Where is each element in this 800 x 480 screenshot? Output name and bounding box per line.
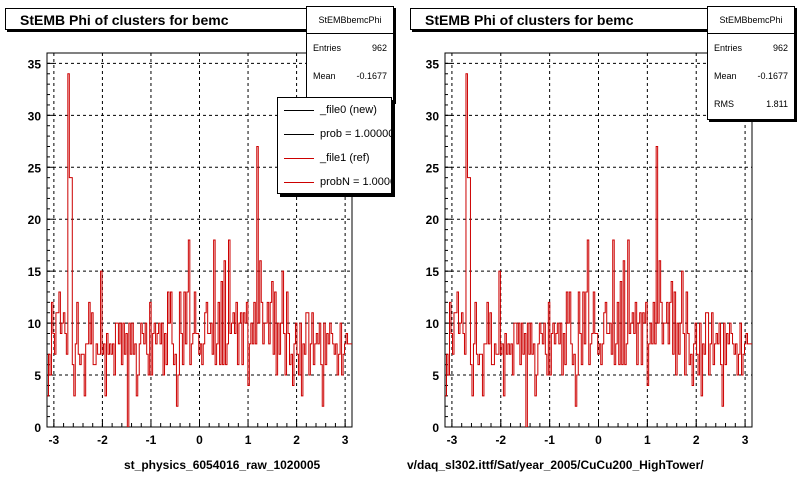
x-tick-label: 2 bbox=[693, 433, 700, 447]
right-stats-entries-value: 962 bbox=[772, 43, 788, 53]
y-tick-label: 5 bbox=[432, 369, 439, 383]
y-tick-label: 30 bbox=[28, 109, 42, 123]
legend-item-prob: prob = 1.000000 bbox=[278, 122, 391, 146]
x-tick-label: 2 bbox=[293, 433, 300, 447]
y-tick-label: 10 bbox=[28, 317, 42, 331]
legend-swatch-probn bbox=[284, 181, 314, 183]
left-legend: _file0 (new) prob = 1.000000 _file1 (ref… bbox=[277, 97, 392, 194]
x-tick-label: 3 bbox=[342, 433, 349, 447]
y-tick-label: 20 bbox=[28, 213, 42, 227]
x-tick-label: -1 bbox=[146, 433, 157, 447]
legend-item-probn: probN = 1.000000 bbox=[278, 170, 391, 193]
y-tick-label: 25 bbox=[426, 161, 440, 175]
y-tick-label: 35 bbox=[28, 57, 42, 71]
legend-swatch-prob bbox=[284, 133, 314, 135]
legend-label-probn: probN = 1.000000 bbox=[320, 176, 391, 188]
left-stats-box: StEMBbemcPhi Entries 962 Mean -0.1677 bbox=[306, 6, 394, 102]
left-stats-mean: Mean -0.1677 bbox=[307, 62, 393, 90]
right-x-axis-label: v/daq_sl302.ittf/Sat/year_2005/CuCu200_H… bbox=[407, 458, 704, 472]
right-stats-entries: Entries 962 bbox=[708, 34, 794, 62]
x-tick-label: 1 bbox=[644, 433, 651, 447]
x-tick-label: -2 bbox=[495, 433, 506, 447]
legend-swatch-file1 bbox=[284, 157, 314, 159]
right-stats-mean: Mean -0.1677 bbox=[708, 62, 794, 90]
x-tick-label: -3 bbox=[49, 433, 60, 447]
left-stats-entries-value: 962 bbox=[371, 43, 387, 53]
x-tick-label: 3 bbox=[742, 433, 749, 447]
y-tick-label: 30 bbox=[426, 109, 440, 123]
left-stats-mean-value: -0.1677 bbox=[356, 71, 387, 81]
y-tick-label: 25 bbox=[28, 161, 42, 175]
y-tick-label: 20 bbox=[426, 213, 440, 227]
x-tick-label: 0 bbox=[595, 433, 602, 447]
y-tick-label: 5 bbox=[34, 369, 41, 383]
right-stats-rms-label: RMS bbox=[714, 99, 734, 109]
legend-label-prob: prob = 1.000000 bbox=[320, 128, 391, 140]
y-tick-label: 15 bbox=[426, 265, 440, 279]
y-tick-label: 0 bbox=[34, 421, 41, 435]
histogram-series-line bbox=[445, 73, 752, 427]
left-stats-entries: Entries 962 bbox=[307, 34, 393, 62]
x-tick-label: -3 bbox=[447, 433, 458, 447]
histogram-series-line bbox=[47, 73, 352, 427]
x-tick-label: -1 bbox=[544, 433, 555, 447]
left-plot-title: StEMB Phi of clusters for bemc bbox=[5, 8, 309, 30]
right-stats-box: StEMBbemcPhi Entries 962 Mean -0.1677 RM… bbox=[707, 6, 795, 120]
y-tick-label: 35 bbox=[426, 57, 440, 71]
left-stats-mean-label: Mean bbox=[313, 71, 336, 81]
right-stats-mean-label: Mean bbox=[714, 71, 737, 81]
x-tick-label: 1 bbox=[245, 433, 252, 447]
right-stats-rms-value: 1.811 bbox=[766, 99, 788, 109]
right-stats-name: StEMBbemcPhi bbox=[708, 7, 794, 34]
left-x-axis-label: st_physics_6054016_raw_1020005 bbox=[124, 458, 321, 472]
right-stats-entries-label: Entries bbox=[714, 43, 743, 53]
x-tick-label: -2 bbox=[97, 433, 108, 447]
legend-label-file1: _file1 (ref) bbox=[320, 152, 370, 164]
y-tick-label: 10 bbox=[426, 317, 440, 331]
left-stats-entries-label: Entries bbox=[313, 43, 342, 53]
right-histogram: 0 5 10 15 20 25 30 35 -3 -2 -1 0 1 2 3 bbox=[426, 52, 753, 447]
legend-label-file0: _file0 (new) bbox=[320, 104, 377, 116]
legend-item-file1: _file1 (ref) bbox=[278, 146, 391, 170]
left-stats-name: StEMBbemcPhi bbox=[307, 7, 393, 34]
y-tick-label: 15 bbox=[28, 265, 42, 279]
legend-swatch-file0 bbox=[284, 109, 314, 111]
right-stats-rms: RMS 1.811 bbox=[708, 90, 794, 118]
y-tick-label: 0 bbox=[432, 421, 439, 435]
right-plot-title: StEMB Phi of clusters for bemc bbox=[410, 8, 708, 30]
x-tick-label: 0 bbox=[196, 433, 203, 447]
legend-item-file0: _file0 (new) bbox=[278, 98, 391, 122]
right-stats-mean-value: -0.1677 bbox=[757, 71, 788, 81]
